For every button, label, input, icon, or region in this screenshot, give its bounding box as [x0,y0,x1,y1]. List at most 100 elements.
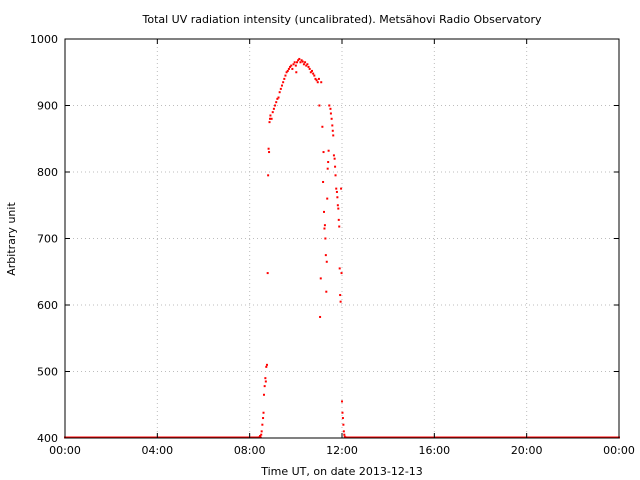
data-point [319,315,322,318]
y-tick-label: 800 [37,166,58,179]
data-point [323,224,326,227]
data-point [287,67,290,70]
data-point [317,77,320,80]
data-point [265,363,268,366]
data-point [301,60,304,63]
data-point [295,71,298,74]
data-point [268,121,271,124]
x-tick-label: 12:00 [326,444,358,457]
data-point [337,207,340,210]
data-point [309,71,312,74]
data-point [270,117,273,120]
data-point [257,436,260,439]
data-point [294,64,297,67]
x-tick-label: 04:00 [141,444,173,457]
data-point [322,180,325,183]
data-point [312,72,315,75]
data-point [285,71,288,74]
data-point [319,277,322,280]
data-point [264,377,267,380]
data-point [304,61,307,64]
y-tick-label: 900 [37,100,58,113]
x-tick-label: 00:00 [603,444,635,457]
data-point [307,65,310,68]
data-point [329,112,332,115]
data-point [299,61,302,64]
data-point [286,69,289,72]
data-point [340,272,343,275]
data-point [331,129,334,132]
data-point [268,151,271,154]
data-point [259,435,262,438]
data-point [291,67,294,70]
data-point [300,59,303,62]
data-point [341,400,343,403]
data-point [321,125,324,128]
data-point [326,197,329,200]
y-tick-label: 400 [37,432,58,445]
data-point [339,300,342,303]
data-point [280,84,283,87]
data-point [344,436,347,439]
data-point [261,423,264,426]
data-point [336,204,339,207]
data-point [335,187,338,190]
data-point [325,290,328,293]
data-point [326,167,329,170]
data-point [327,161,330,164]
data-point [325,260,328,263]
y-tick-label: 600 [37,299,58,312]
data-point [310,69,313,72]
data-point [262,411,265,414]
data-point [278,91,281,94]
data-point [298,57,301,60]
data-point [313,74,316,77]
x-tick-label: 08:00 [234,444,266,457]
data-point [269,114,272,117]
data-point [283,77,286,80]
grid [65,39,619,438]
data-point [339,294,342,297]
data-point [335,190,338,193]
data-point [322,151,325,154]
data-point [289,65,292,68]
y-axis-label: Arbitrary unit [5,202,18,276]
x-axis-label: Time UT, on date 2013-12-13 [260,465,423,478]
data-point [342,423,345,426]
axis-ticks: 00:00 04:00 08:00 12:00 16:00 20:00 00:0040050… [30,33,635,457]
data-point [318,104,321,107]
data-point [293,61,296,64]
data-point [277,96,280,99]
y-tick-label: 1000 [30,33,58,46]
data-point [263,385,266,388]
data-point [329,107,332,110]
data-point [260,433,263,436]
data-point [324,254,327,257]
data-point [338,267,341,270]
data-point [324,237,327,240]
data-point [322,210,325,213]
data-point [320,81,323,84]
y-tick-label: 700 [37,233,58,246]
data-point [327,149,330,152]
data-point [292,63,295,66]
data-point [341,417,344,420]
data-point [282,81,285,84]
data-point [297,59,300,62]
x-tick-label: 16:00 [418,444,450,457]
data-point [264,380,267,383]
data-point [332,154,335,157]
data-point [332,134,335,137]
data-point [336,196,339,199]
data-point [343,433,346,436]
data-point [271,111,274,114]
x-tick-label: 20:00 [511,444,543,457]
data-point [306,63,309,66]
data-point [262,393,265,396]
data-point [323,227,326,230]
data-point [265,365,268,368]
data-point [302,63,305,66]
data-point [330,117,333,120]
data-point [268,117,271,120]
data-point [284,74,287,77]
